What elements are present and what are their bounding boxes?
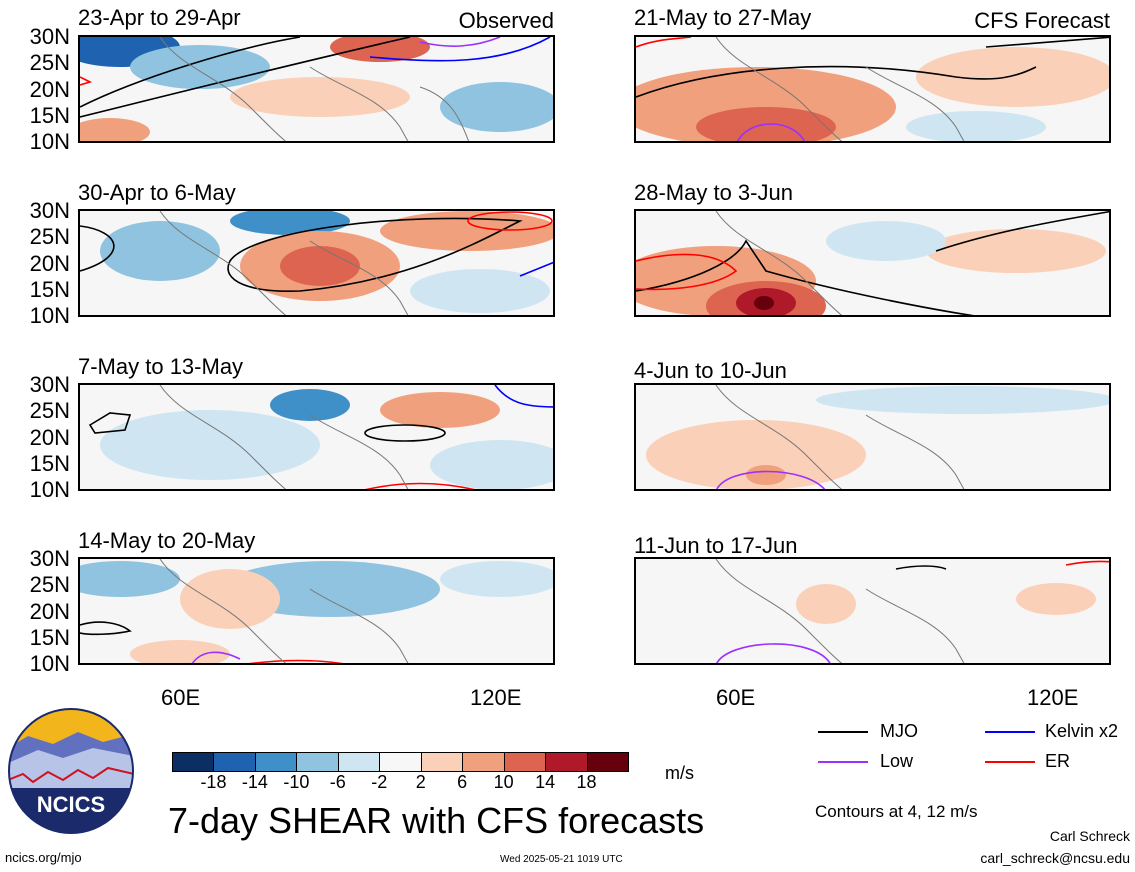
legend-kelvin: Kelvin x2 (1045, 721, 1119, 741)
colorbar-units: m/s (665, 763, 694, 783)
mjo-line (818, 731, 868, 733)
panel-title: 14-May to 20-May (78, 528, 256, 553)
colorbar-swatch (379, 752, 422, 772)
panel-title: 30-Apr to 6-May (78, 180, 236, 205)
lat-label: 20N (29, 251, 70, 276)
panel-title: 23-Apr to 29-Apr (78, 5, 241, 30)
shear-map (78, 35, 555, 143)
lat-label: 30N (29, 546, 70, 571)
panel-title: 28-May to 3-Jun (634, 180, 793, 205)
lat-label: 15N (29, 451, 70, 476)
lat-label: 25N (29, 50, 70, 75)
colorbar-swatch (172, 752, 215, 772)
panel-tag: Observed (458, 8, 554, 33)
er-line (985, 761, 1035, 763)
ncics-logo: NCICS (8, 708, 134, 834)
panel-title: 21-May to 27-May (634, 5, 812, 30)
lat-label: 25N (29, 398, 70, 423)
shear-map (634, 557, 1111, 665)
colorbar-swatch (254, 752, 298, 772)
panel-title: 11-Jun to 17-Jun (634, 533, 798, 558)
panel-title: 7-May to 13-May (78, 354, 244, 379)
lat-label: 25N (29, 224, 70, 249)
lat-label: 15N (29, 103, 70, 128)
colorbar-tick-label: 2 (415, 772, 426, 792)
low-line (818, 761, 868, 763)
colorbar-tick-label: 10 (493, 772, 514, 792)
author-email: carl_schreck@ncsu.edu (980, 850, 1130, 866)
colorbar-tick-label: -2 (371, 772, 388, 792)
shear-map (78, 383, 555, 491)
colorbar-tick-label: 6 (457, 772, 468, 792)
author-name: Carl Schreck (1049, 828, 1130, 844)
colorbar-swatch (213, 752, 256, 772)
lon-label: 60E (716, 685, 756, 710)
lat-label: 20N (29, 425, 70, 450)
shear-map (634, 35, 1111, 143)
kelvin-line (985, 731, 1035, 733)
lat-label: 25N (29, 572, 70, 597)
page-title: 7-day SHEAR with CFS forecasts (168, 800, 705, 841)
lat-label: 15N (29, 277, 70, 302)
lat-label: 10N (29, 303, 70, 328)
colorbar-swatch (420, 752, 464, 772)
lon-label: 120E (1027, 685, 1079, 710)
colorbar-tick-label: -10 (283, 772, 310, 792)
colorbar-tick-label: -14 (241, 772, 268, 792)
panel-tag: CFS Forecast (974, 8, 1110, 33)
colorbar-swatch (337, 752, 381, 772)
contours-note: Contours at 4, 12 m/s (815, 802, 978, 821)
colorbar-tick-label: 18 (576, 772, 597, 792)
legend-mjo: MJO (880, 721, 918, 741)
lat-label: 20N (29, 599, 70, 624)
legend-low: Low (880, 751, 914, 771)
logo-text: NCICS (36, 792, 106, 817)
lat-label: 10N (29, 129, 70, 154)
lat-label: 30N (29, 24, 70, 49)
timestamp: Wed 2025-05-21 1019 UTC (500, 854, 623, 865)
lon-label: 120E (470, 685, 522, 710)
colorbar-tick-label: -6 (329, 772, 346, 792)
lon-label: 60E (161, 685, 201, 710)
colorbar-tick-label: -18 (200, 772, 227, 792)
lat-label: 10N (29, 651, 70, 676)
shear-map (78, 557, 555, 665)
lat-label: 30N (29, 372, 70, 397)
colorbar-tick-label: 14 (535, 772, 556, 792)
lat-label: 10N (29, 477, 70, 502)
lat-label: 15N (29, 625, 70, 650)
shear-map (78, 209, 555, 317)
colorbar-swatch (545, 752, 588, 772)
colorbar (172, 752, 629, 772)
lat-label: 20N (29, 77, 70, 102)
colorbar-swatch (503, 752, 547, 772)
site-url: ncics.org/mjo (5, 850, 82, 865)
colorbar-swatch (462, 752, 505, 772)
legend-er: ER (1045, 751, 1071, 771)
colorbar-swatch (586, 752, 629, 772)
shear-map (634, 383, 1111, 491)
colorbar-ticks: -18 -14 -10 -6 -2 2 6 10 14 18 (172, 772, 628, 796)
lat-label: 30N (29, 198, 70, 223)
panel-title: 4-Jun to 10-Jun (634, 358, 787, 383)
colorbar-swatch (296, 752, 339, 772)
shear-map (634, 209, 1111, 317)
